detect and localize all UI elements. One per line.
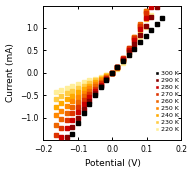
Y-axis label: Current (mA): Current (mA): [6, 43, 14, 102]
Legend: 300 K, 290 K, 280 K, 270 K, 260 K, 250 K, 240 K, 230 K, 220 K: 300 K, 290 K, 280 K, 270 K, 260 K, 250 K…: [152, 68, 181, 134]
X-axis label: Potential (V): Potential (V): [85, 159, 140, 168]
